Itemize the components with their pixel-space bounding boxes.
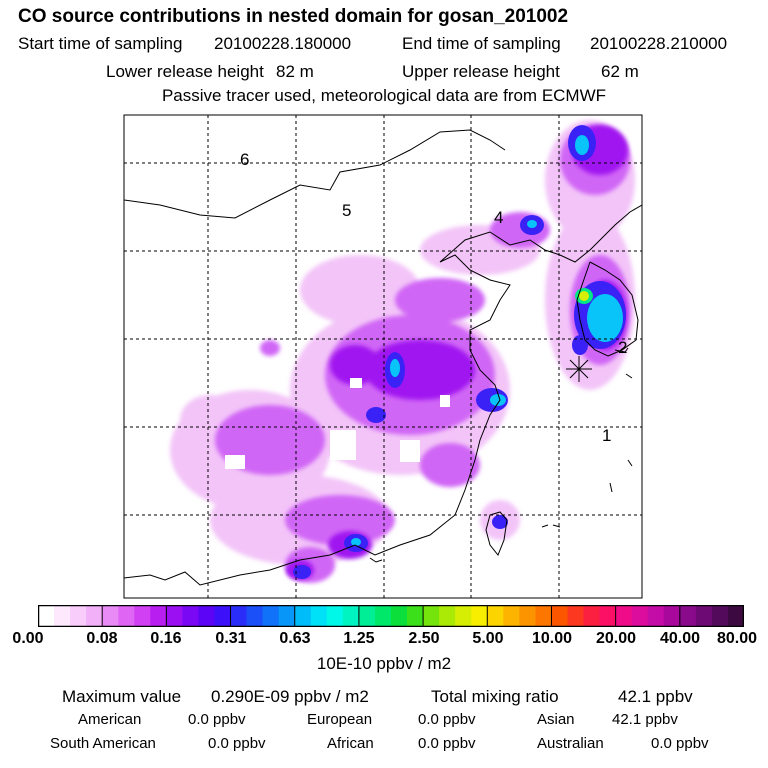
colorbar-swatch <box>246 605 264 627</box>
colorbar-swatch <box>70 605 87 627</box>
colorbar-swatch <box>487 605 504 627</box>
lower-height-label: Lower release height <box>106 62 264 81</box>
colorbar-tick: 40.00 <box>659 630 701 647</box>
source-name: European <box>307 711 373 728</box>
colorbar-swatch <box>679 605 697 627</box>
gap-areas <box>225 378 450 469</box>
map-frame <box>123 114 643 599</box>
colorbar-swatch <box>647 605 665 627</box>
tracer-note: Passive tracer used, meteorological data… <box>161 86 607 105</box>
upper-height-value: 62 m <box>601 62 639 81</box>
colorbar <box>38 605 744 627</box>
region-label-1: 1 <box>602 426 611 445</box>
colorbar-swatch <box>294 605 312 627</box>
source-name: South American <box>50 735 156 752</box>
region-label-2: 2 <box>618 338 627 357</box>
colorbar-swatch <box>86 605 103 627</box>
colorbar-tick: 0.63 <box>279 630 311 647</box>
colorbar-tick: 20.00 <box>595 630 637 647</box>
source-value: 0.0 ppbv <box>418 711 476 728</box>
colorbar-swatch <box>455 605 472 627</box>
max-value-label: Maximum value <box>62 687 182 706</box>
source-value: 0.0 ppbv <box>651 735 709 752</box>
total-mixing-value: 42.1 ppbv <box>618 687 693 706</box>
region-label-5: 5 <box>342 201 351 220</box>
colorbar-swatch <box>54 605 71 627</box>
colorbar-swatch <box>391 605 408 627</box>
colorbar-swatch <box>695 605 713 627</box>
colorbar-swatch <box>471 605 488 627</box>
colorbar-tick: 0.31 <box>215 630 247 647</box>
colorbar-swatch <box>727 605 744 627</box>
colorbar-unit: 10E-10 ppbv / m2 <box>316 654 452 673</box>
colorbar-swatch <box>631 605 649 627</box>
source-value: 0.0 ppbv <box>208 735 266 752</box>
page-title: CO source contributions in nested domain… <box>18 6 569 27</box>
colorbar-swatch <box>198 605 216 627</box>
colorbar-swatch <box>182 605 200 627</box>
source-name: African <box>327 735 374 752</box>
coastlines <box>124 115 642 598</box>
start-time-label: Start time of sampling <box>18 34 183 53</box>
source-value: 0.0 ppbv <box>418 735 476 752</box>
colorbar-tick: 5.00 <box>472 630 504 647</box>
colorbar-swatch <box>711 605 729 627</box>
colorbar-swatch <box>342 605 360 627</box>
colorbar-swatch <box>278 605 296 627</box>
colorbar-swatch <box>374 605 392 627</box>
colorbar-swatch <box>230 605 248 627</box>
colorbar-swatch <box>310 605 328 627</box>
colorbar-swatch <box>326 605 344 627</box>
colorbar-swatch <box>503 605 520 627</box>
source-name: American <box>78 711 142 728</box>
source-value: 0.0 ppbv <box>188 711 246 728</box>
colorbar-swatch <box>150 605 167 627</box>
colorbar-swatch <box>519 605 537 627</box>
colorbar-swatch <box>567 605 585 627</box>
region-label-6: 6 <box>240 150 249 169</box>
end-time-value: 20100228.210000 <box>590 34 728 53</box>
colorbar-swatch <box>358 605 376 627</box>
colorbar-swatch <box>38 605 55 627</box>
receptor-star-icon <box>566 356 592 382</box>
source-name: Australian <box>537 735 604 752</box>
colorbar-tick: 0.00 <box>12 630 44 647</box>
lower-height-value: 82 m <box>276 62 314 81</box>
source-value: 42.1 ppbv <box>612 711 678 728</box>
colorbar-swatch <box>262 605 280 627</box>
colorbar-tick: 80.00 <box>716 630 758 647</box>
colorbar-swatch <box>583 605 601 627</box>
colorbar-swatch <box>214 605 232 627</box>
concentration-map: 6 5 4 2 1 <box>123 114 643 599</box>
colorbar-swatch <box>134 605 151 627</box>
colorbar-swatch <box>118 605 135 627</box>
colorbar-swatch <box>663 605 681 627</box>
colorbar-tick: 0.16 <box>150 630 182 647</box>
region-label-4: 4 <box>494 208 503 227</box>
colorbar-tick: 2.50 <box>408 630 440 647</box>
max-value: 0.290E-09 ppbv / m2 <box>211 687 369 706</box>
upper-height-label: Upper release height <box>402 62 560 81</box>
end-time-label: End time of sampling <box>402 34 561 53</box>
lat-lon-grid <box>124 115 642 598</box>
colorbar-swatch <box>599 605 617 627</box>
colorbar-swatch <box>535 605 553 627</box>
colorbar-tick: 10.00 <box>531 630 573 647</box>
colorbar-swatch <box>551 605 569 627</box>
total-mixing-label: Total mixing ratio <box>431 687 559 706</box>
start-time-value: 20100228.180000 <box>214 34 352 53</box>
colorbar-swatch <box>615 605 633 627</box>
colorbar-swatch <box>439 605 456 627</box>
colorbar-swatch <box>102 605 119 627</box>
source-name: Asian <box>537 711 575 728</box>
colorbar-border <box>38 605 744 627</box>
colorbar-tick: 1.25 <box>343 630 375 647</box>
colorbar-swatch <box>407 605 424 627</box>
cyan-concentration-area <box>351 135 623 546</box>
colorbar-swatch <box>166 605 184 627</box>
colorbar-swatch <box>423 605 440 627</box>
concentration-field <box>124 115 642 598</box>
colorbar-tick: 0.08 <box>86 630 118 647</box>
